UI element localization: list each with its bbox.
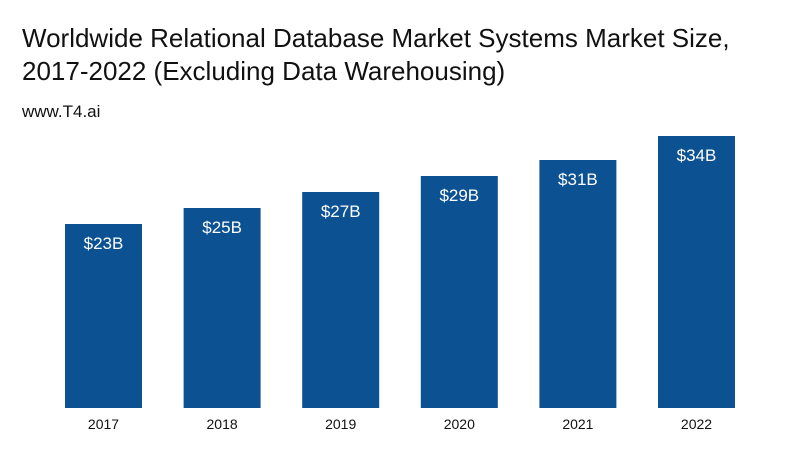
x-tick-label-2022: 2022 bbox=[681, 416, 712, 432]
bar-2019 bbox=[302, 192, 380, 408]
bar-2018 bbox=[183, 208, 261, 408]
data-label-2021: $31B bbox=[558, 170, 598, 189]
bar-2022 bbox=[658, 136, 735, 408]
bar-2020 bbox=[420, 176, 498, 408]
data-label-2019: $27B bbox=[321, 202, 361, 221]
data-label-2017: $23B bbox=[84, 234, 124, 253]
chart-title: Worldwide Relational Database Market Sys… bbox=[22, 23, 730, 86]
x-tick-label-2021: 2021 bbox=[562, 416, 593, 432]
x-tick-label-2019: 2019 bbox=[325, 416, 356, 432]
data-label-2022: $34B bbox=[677, 146, 717, 165]
x-tick-label-2020: 2020 bbox=[444, 416, 475, 432]
data-label-2020: $29B bbox=[439, 186, 479, 205]
bar-2021 bbox=[539, 160, 617, 408]
bar-2017 bbox=[65, 224, 142, 408]
x-tick-label-2018: 2018 bbox=[207, 416, 238, 432]
chart-subtitle: www.T4.ai bbox=[22, 102, 101, 121]
x-tick-label-2017: 2017 bbox=[88, 416, 119, 432]
data-label-2018: $25B bbox=[202, 218, 242, 237]
